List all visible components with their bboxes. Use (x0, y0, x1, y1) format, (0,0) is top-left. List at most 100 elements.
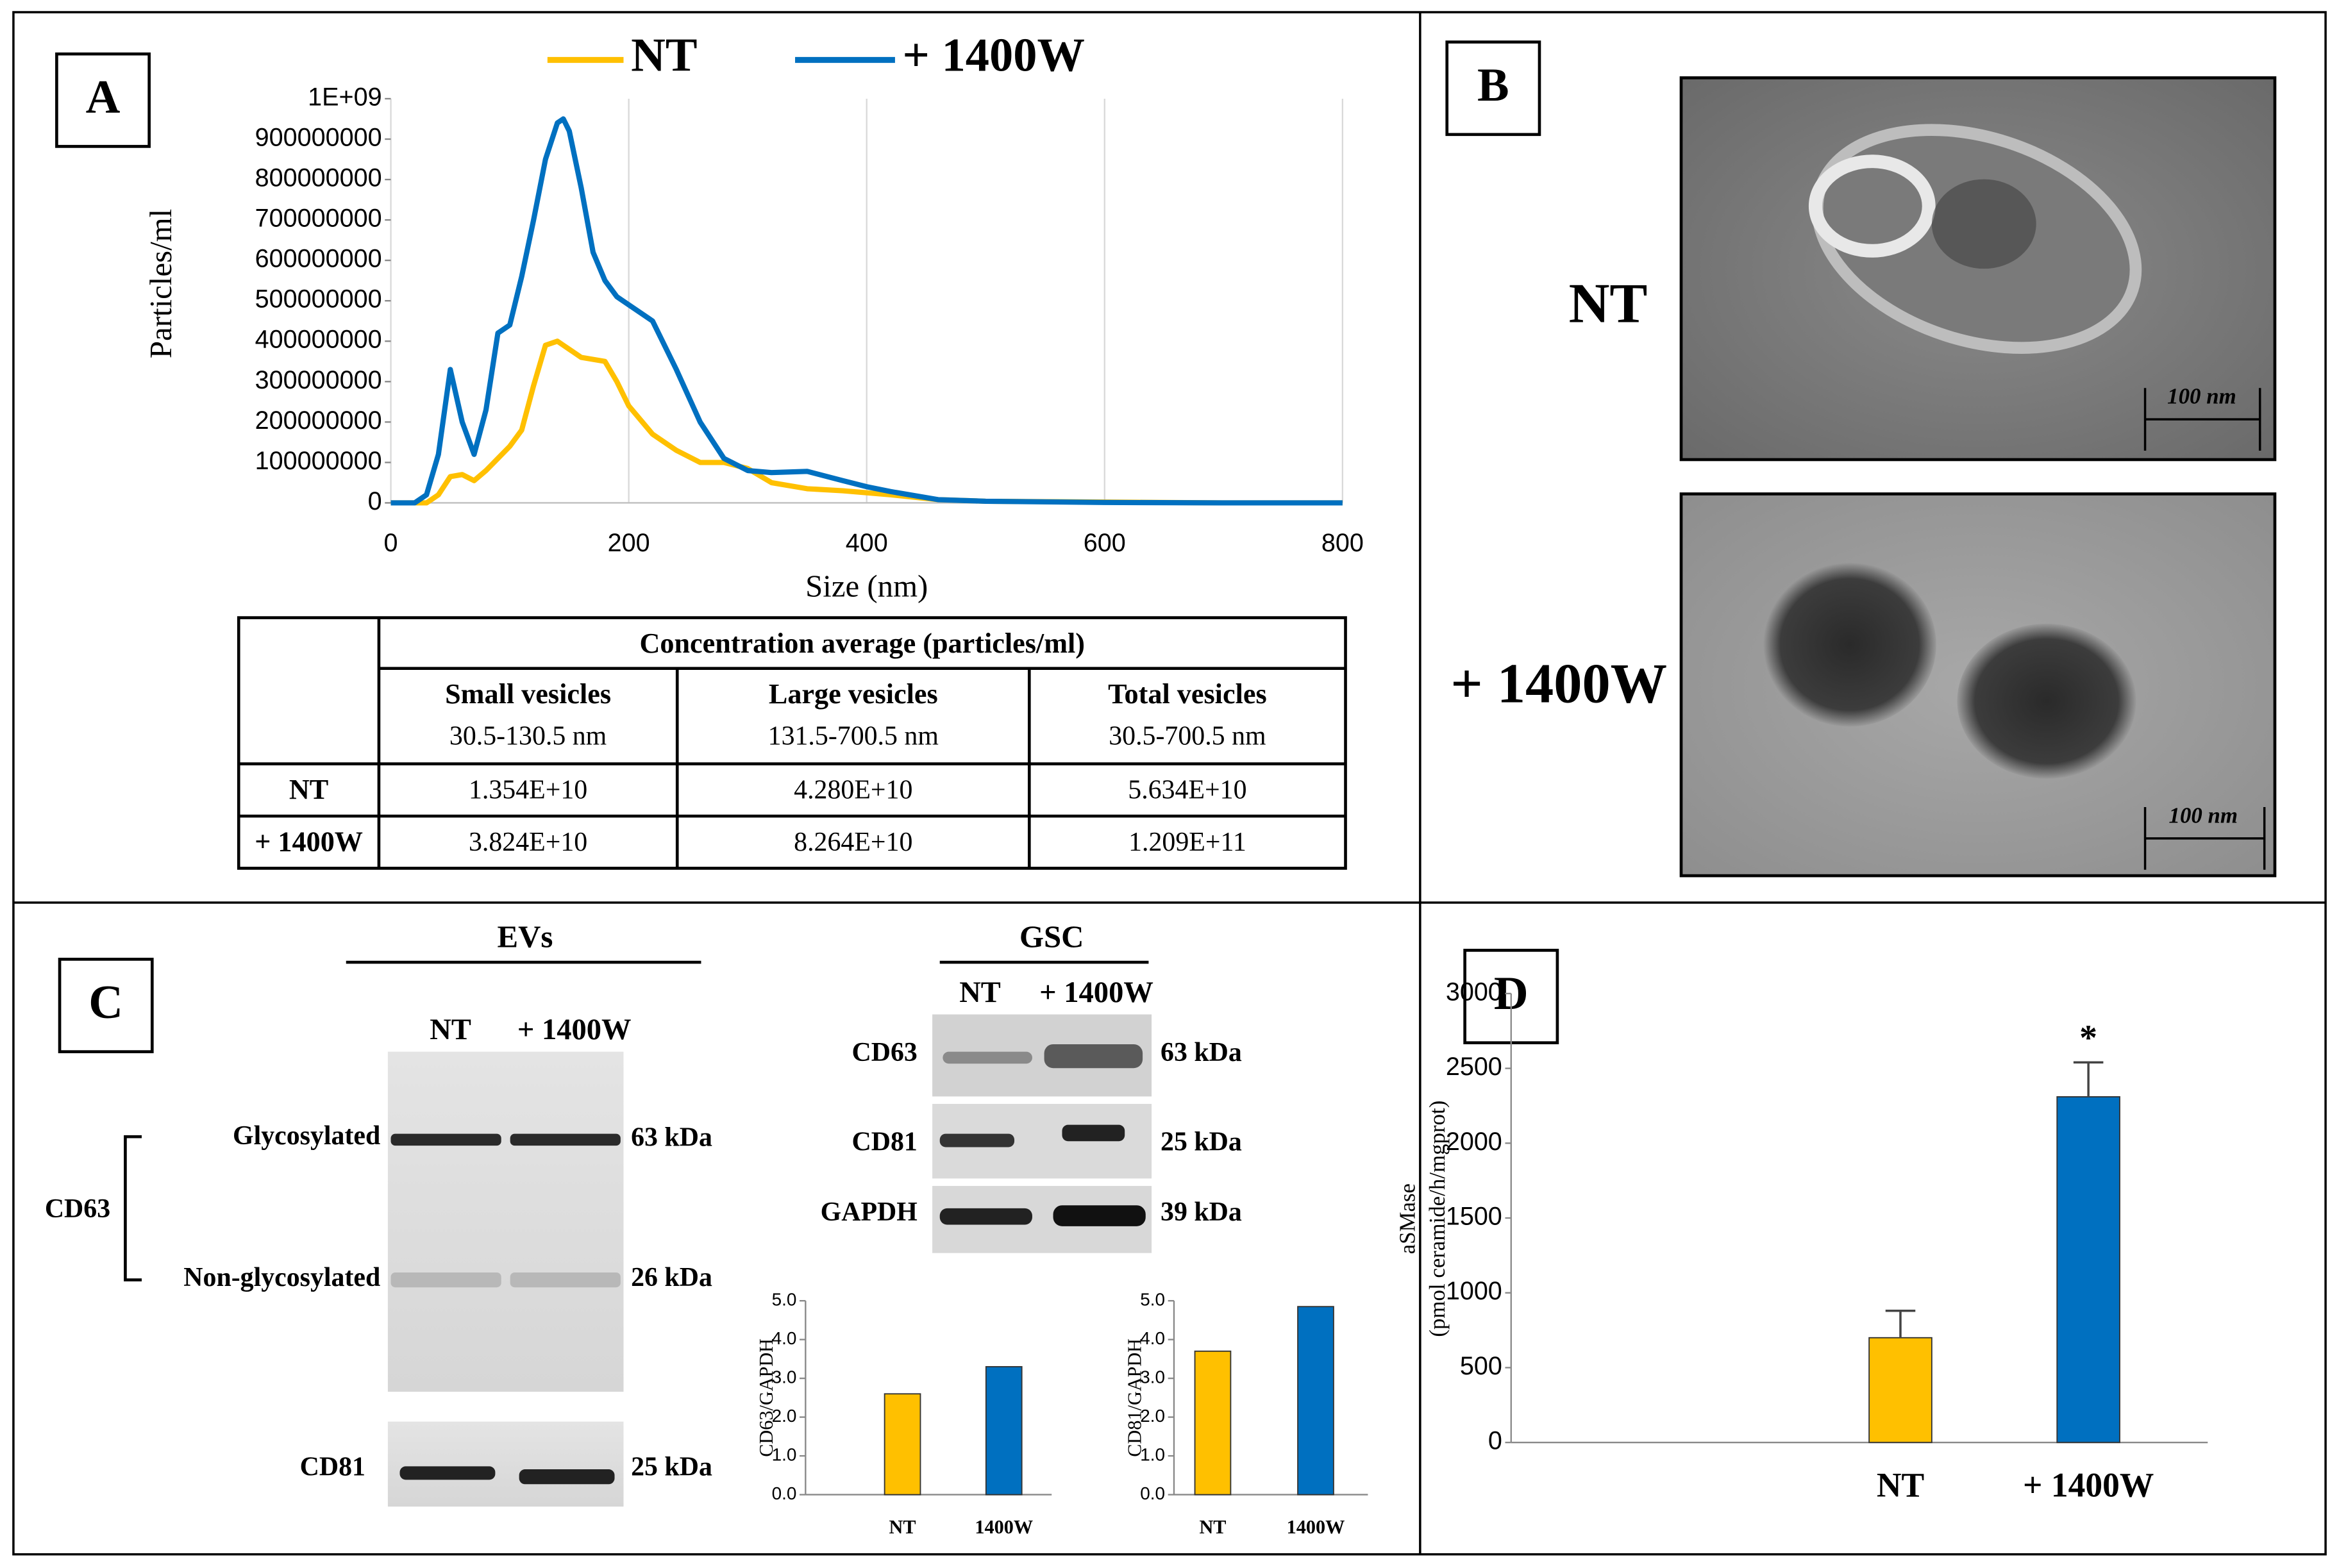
y-tick-label: 3000 (1446, 978, 1502, 1006)
x-tick-label: 400 (846, 529, 888, 557)
band-label: GAPDH (821, 1197, 918, 1227)
band-label: Non-glycosylated (183, 1263, 380, 1292)
vesicle (1931, 179, 2036, 269)
y-tick-label: 3.0 (1140, 1367, 1165, 1387)
band (939, 1208, 1032, 1225)
band-label: Glycosylated (233, 1121, 380, 1151)
y-tick-label: 300000000 (255, 366, 382, 394)
panel-label: C (88, 976, 123, 1029)
y-axis-label: Particles/ml (143, 209, 178, 358)
panel-box (1445, 40, 1541, 137)
y-tick-label: 5.0 (772, 1290, 797, 1310)
line-series (390, 116, 1343, 506)
band-size: 25 kDa (1161, 1127, 1242, 1156)
table-header: Concentration average (particles/ml) (639, 628, 1085, 659)
lane-label: + 1400W (1039, 976, 1153, 1009)
y-tick-label: 2.0 (1140, 1406, 1165, 1426)
cell: 4.280E+10 (794, 775, 912, 805)
lane-label: NT (430, 1013, 471, 1046)
y-tick-label: 0 (368, 487, 382, 515)
y-tick-label: 1500 (1446, 1202, 1502, 1230)
cell: 1.209E+11 (1128, 828, 1246, 857)
legend-label: + 1400W (903, 29, 1085, 82)
condition-label: + 1400W (1450, 653, 1667, 715)
outer-border (12, 11, 2327, 1556)
x-tick-label: 1400W (975, 1516, 1033, 1538)
band (1062, 1124, 1125, 1142)
cell: 8.264E+10 (794, 828, 912, 857)
x-tick-label: 0 (384, 529, 398, 557)
band (939, 1133, 1015, 1147)
y-tick-label: 4.0 (1140, 1328, 1165, 1348)
band (1053, 1205, 1146, 1226)
y-tick-label: 0.0 (1140, 1483, 1165, 1503)
band (519, 1469, 615, 1485)
y-tick-label: 600000000 (255, 245, 382, 273)
line-series (390, 338, 1343, 506)
error-bar (1885, 1310, 1916, 1338)
column-range: 30.5-700.5 nm (1109, 722, 1266, 751)
band-size: 63 kDa (1161, 1038, 1242, 1067)
column-name: Total vesicles (1108, 678, 1267, 710)
panel-label: A (86, 71, 121, 124)
panel-box (55, 52, 151, 148)
column-range: 131.5-700.5 nm (768, 722, 939, 751)
band (943, 1051, 1032, 1064)
y-tick-label: 400000000 (255, 326, 382, 354)
scale-bar (2143, 388, 2266, 870)
x-tick-label: NT (889, 1516, 916, 1538)
table (237, 616, 1347, 870)
column-range: 30.5-130.5 nm (449, 722, 607, 751)
band-size: 26 kDa (631, 1263, 712, 1292)
y-tick-label: 1000 (1446, 1277, 1502, 1305)
bar (884, 1393, 921, 1496)
bracket (124, 1135, 142, 1281)
x-tick-label: 200 (608, 529, 650, 557)
y-tick-label: 800000000 (255, 164, 382, 192)
x-tick-label: 800 (1321, 529, 1364, 557)
panel-box (58, 958, 154, 1053)
x-tick-label: 1400W (1287, 1516, 1345, 1538)
y-tick-label: 2000 (1446, 1128, 1502, 1156)
band (1044, 1044, 1143, 1069)
cell: 1.354E+10 (469, 775, 587, 805)
vesicle (1957, 623, 2136, 779)
y-tick-label: 2500 (1446, 1053, 1502, 1081)
y-tick-label: 0 (1488, 1427, 1502, 1455)
legend-label: NT (631, 29, 697, 82)
y-axis-label: aSMase (1395, 1183, 1420, 1254)
y-tick-label: 0.0 (772, 1483, 797, 1503)
y-tick-label: 2.0 (772, 1406, 797, 1426)
error-bar (2073, 1061, 2104, 1097)
row-label: + 1400W (255, 826, 363, 857)
x-tick-label: NT (1199, 1516, 1226, 1538)
band-size: 25 kDa (631, 1453, 712, 1482)
x-tick-label: 600 (1084, 529, 1126, 557)
band (399, 1466, 496, 1480)
scale-label: 100 nm (2167, 384, 2236, 409)
blot-title: EVs (498, 919, 553, 954)
band (390, 1133, 501, 1146)
blot-title: GSC (1019, 919, 1084, 954)
bar (2056, 1096, 2120, 1444)
condition-label: NT (1569, 272, 1648, 335)
lane-label: + 1400W (517, 1013, 632, 1046)
y-tick-label: 500 (1460, 1352, 1502, 1380)
y-tick-label: 900000000 (255, 123, 382, 151)
y-tick-label: 100000000 (255, 447, 382, 475)
band (390, 1272, 501, 1288)
column-name: Small vesicles (445, 678, 611, 710)
panel-label: B (1477, 59, 1509, 112)
band-size: 63 kDa (631, 1122, 712, 1152)
band (510, 1133, 621, 1146)
y-tick-label: 1E+09 (308, 83, 381, 111)
y-tick-label: 1.0 (1140, 1444, 1165, 1464)
column-name: Large vesicles (769, 678, 938, 710)
band-label: CD63 (851, 1038, 917, 1067)
x-tick-label: + 1400W (2023, 1466, 2154, 1505)
row-label: NT (289, 774, 328, 805)
y-tick-label: 200000000 (255, 406, 382, 435)
bar (1868, 1337, 1932, 1444)
annotation: * (2079, 1018, 2097, 1058)
